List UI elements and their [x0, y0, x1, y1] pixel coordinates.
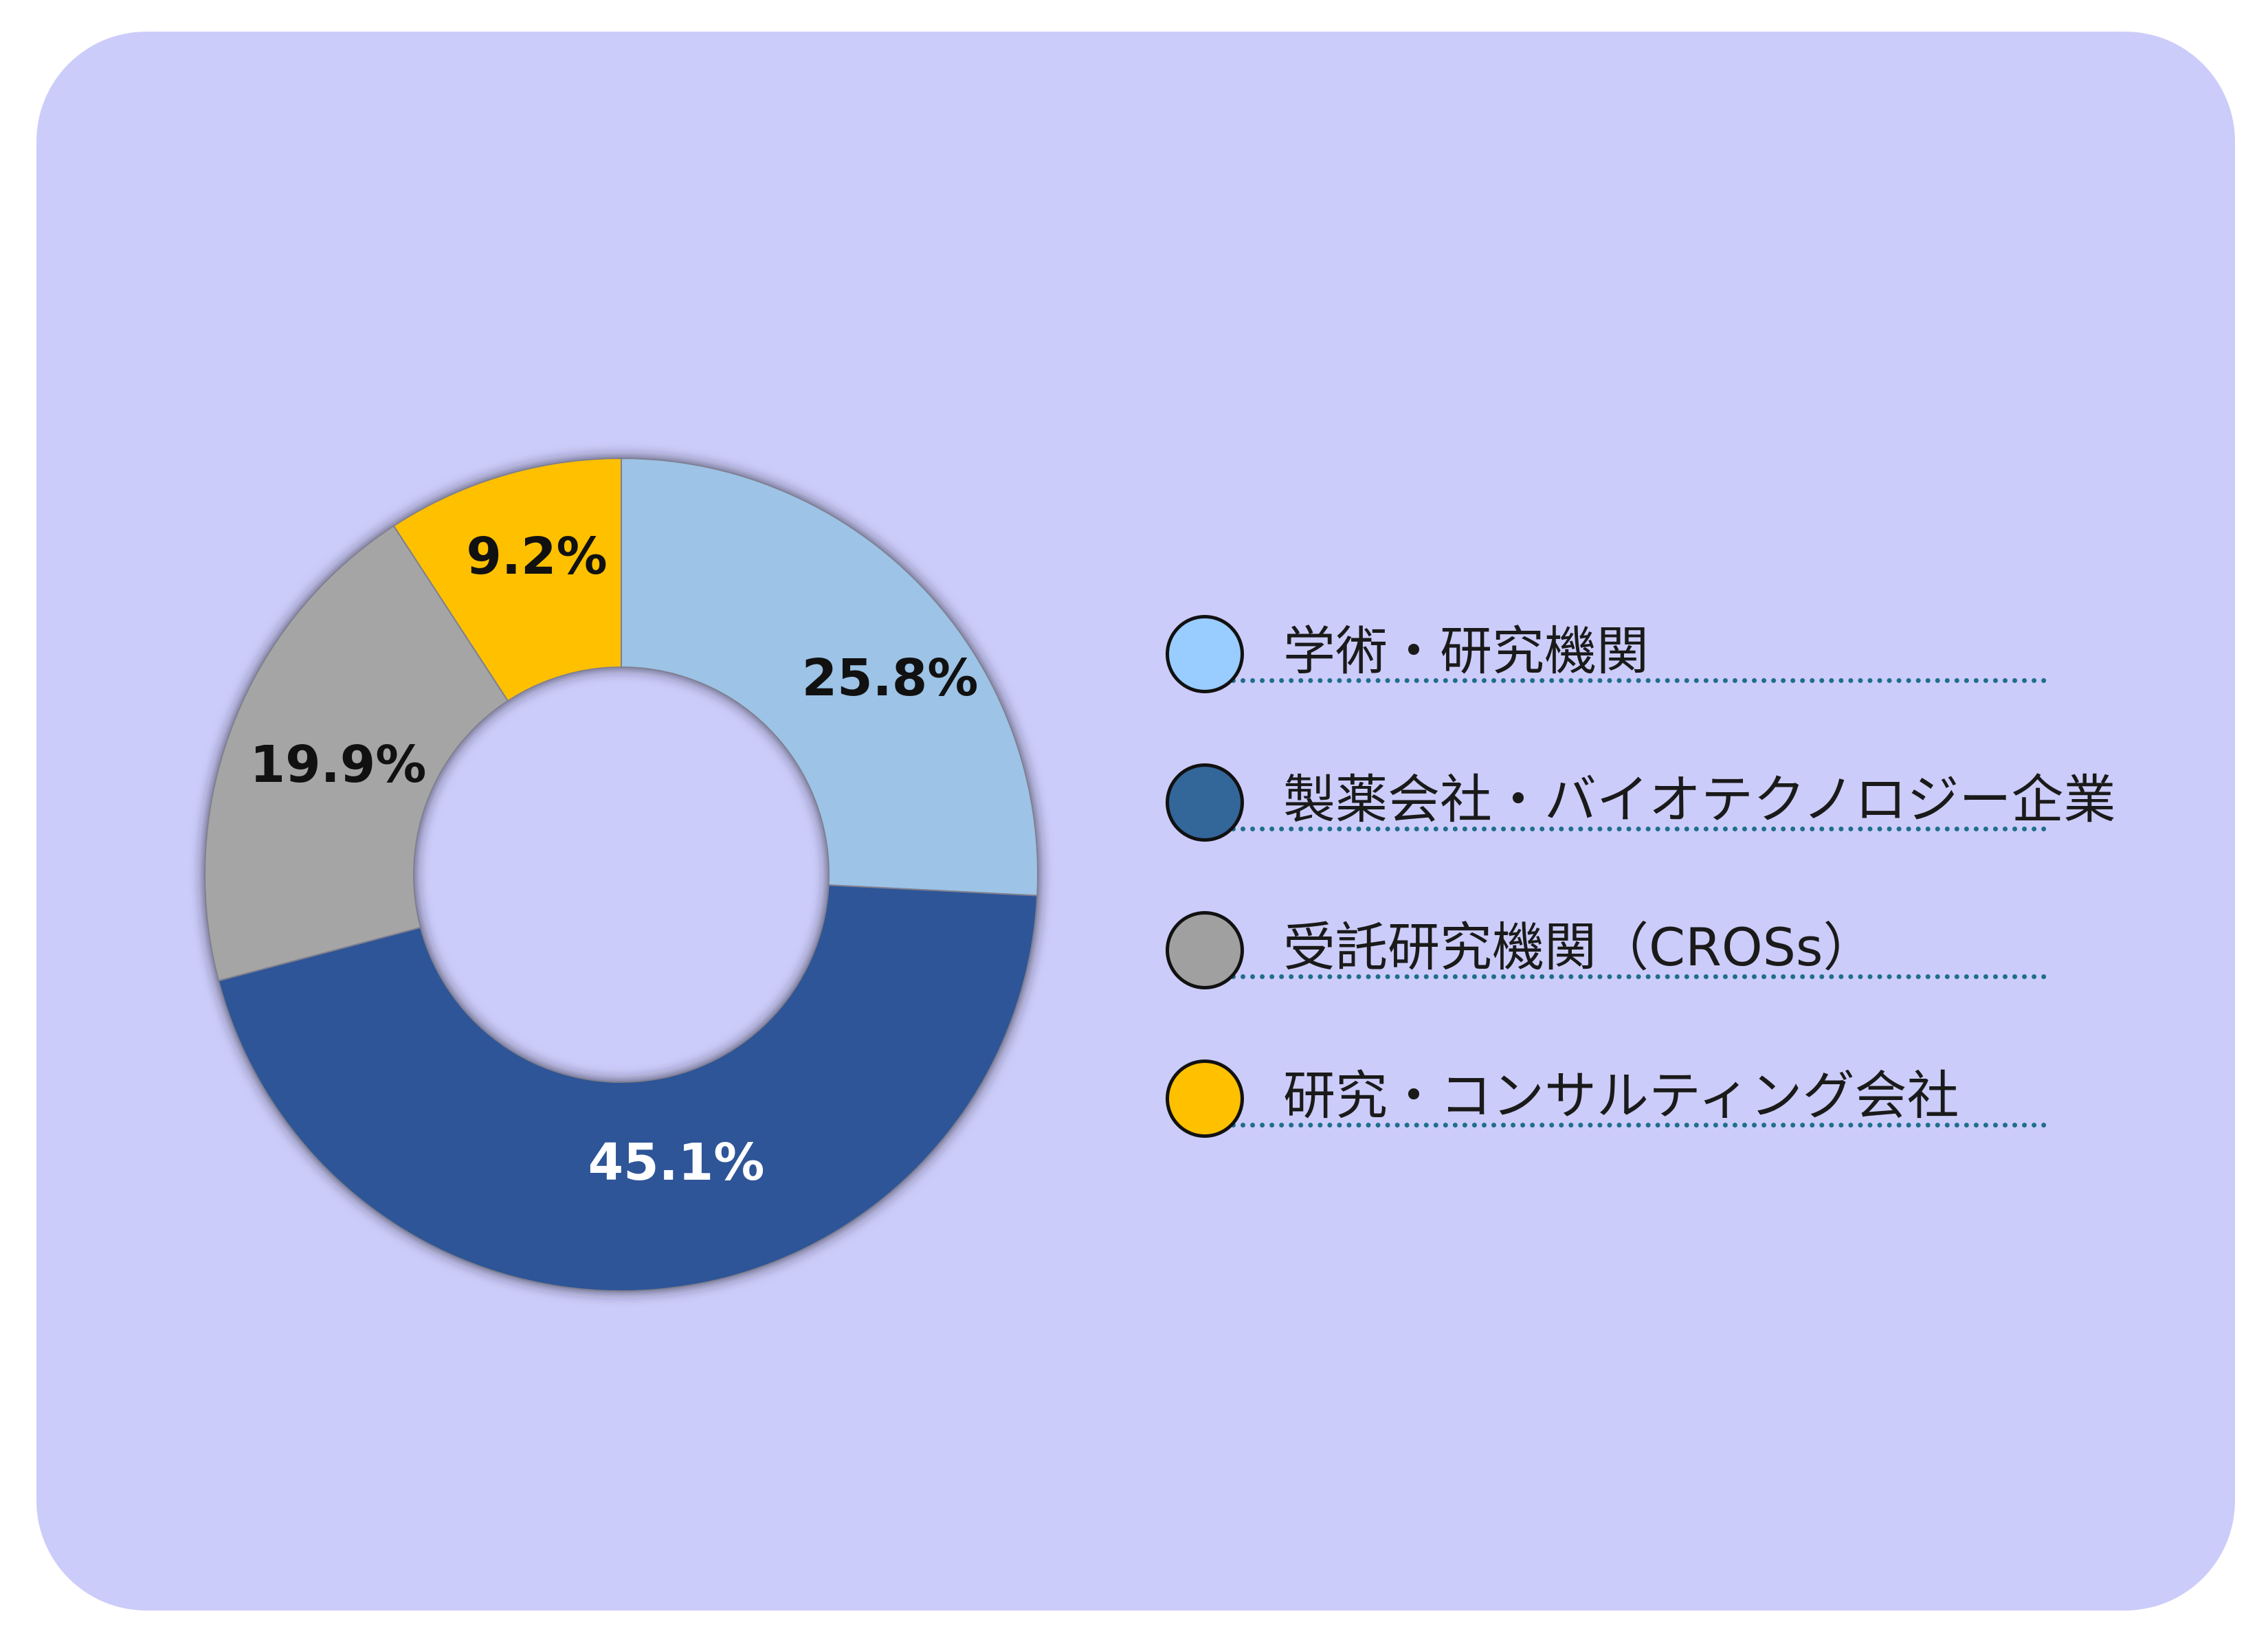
legend-dotted-rule: [1231, 1123, 2047, 1128]
legend-label-cro: 受託研究機関（CROSs）: [1283, 917, 1876, 978]
legend-item-academic: 学術・研究機関: [1166, 615, 2197, 704]
donut-slice-cro: [204, 525, 509, 982]
donut-slices: [204, 457, 1038, 1292]
legend-label-consulting: 研究・コンサルティング会社: [1283, 1065, 1959, 1126]
legend-item-consulting: 研究・コンサルティング会社: [1166, 1059, 2197, 1149]
legend-item-pharma-biotech: 製薬会社・バイオテクノロジー企業: [1166, 763, 2197, 853]
donut-slice-academic: [621, 457, 1038, 897]
donut-slice-pharma-biotech: [217, 884, 1038, 1292]
legend-dotted-rule: [1231, 827, 2047, 831]
legend-swatch-academic: [1166, 615, 1244, 693]
donut-slice-consulting: [392, 457, 622, 702]
legend-item-cro: 受託研究機関（CROSs）: [1166, 911, 2197, 1000]
legend-label-academic: 学術・研究機関: [1283, 620, 1649, 682]
legend-label-pharma-biotech: 製薬会社・バイオテクノロジー企業: [1283, 769, 2116, 830]
data-label-cro: 19.9%: [250, 735, 427, 794]
data-label-academic: 25.8%: [802, 649, 979, 708]
legend-dotted-rule: [1231, 974, 2047, 979]
legend-swatch-cro: [1166, 911, 1244, 989]
legend-dotted-rule: [1231, 678, 2047, 683]
data-label-consulting: 9.2%: [466, 527, 607, 586]
data-labels: 25.8% 45.1% 19.9% 9.2%: [250, 527, 979, 1192]
legend-swatch-consulting: [1166, 1059, 1244, 1138]
data-label-pharma-biotech: 45.1%: [588, 1133, 765, 1192]
legend-swatch-pharma-biotech: [1166, 763, 1244, 842]
